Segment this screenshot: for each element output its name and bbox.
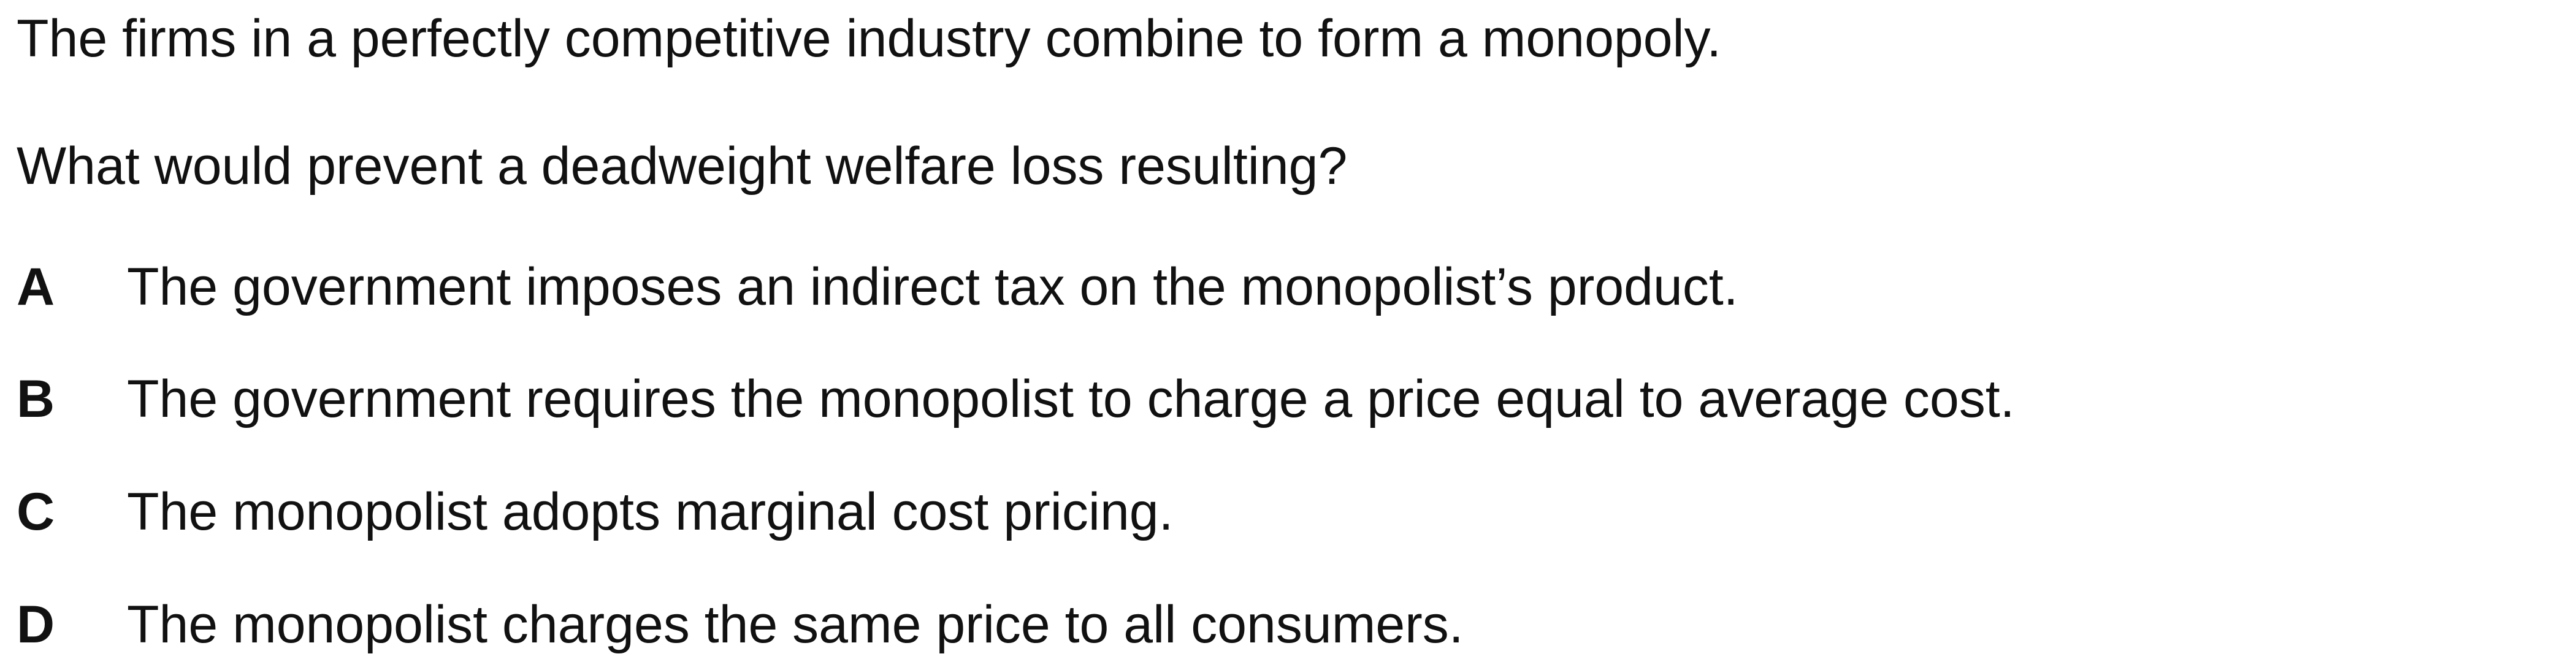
option-d[interactable]: D The monopolist charges the same price … [17, 598, 2561, 660]
question-stem-line-1: The firms in a perfectly competitive ind… [17, 9, 1722, 68]
option-d-text: The monopolist charges the same price to… [127, 595, 1464, 654]
option-c[interactable]: C The monopolist adopts marginal cost pr… [17, 485, 2561, 547]
option-b[interactable]: B The government requires the monopolist… [17, 373, 2561, 434]
question-stem-line-2: What would prevent a deadweight welfare … [17, 137, 1348, 196]
option-b-letter: B [17, 370, 55, 428]
option-a[interactable]: A The government imposes an indirect tax… [17, 261, 2561, 322]
option-b-text: The government requires the monopolist t… [127, 370, 2015, 428]
question-block: The firms in a perfectly competitive ind… [17, 0, 2561, 670]
option-c-letter: C [17, 482, 55, 541]
option-c-text: The monopolist adopts marginal cost pric… [127, 482, 1174, 541]
option-d-letter: D [17, 595, 55, 654]
option-a-text: The government imposes an indirect tax o… [127, 257, 1738, 316]
option-a-letter: A [17, 257, 55, 316]
